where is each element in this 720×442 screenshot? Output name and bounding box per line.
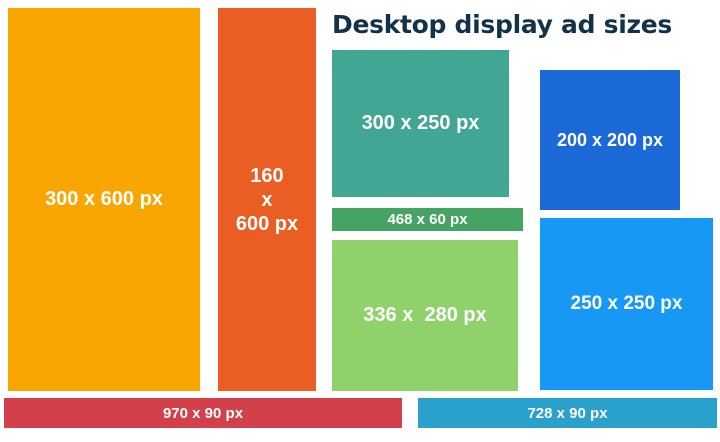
- ad-336x280-label: 336 x 280 px: [363, 304, 487, 326]
- page-title: Desktop display ad sizes: [332, 10, 672, 39]
- ad-250x250: 250 x 250 px: [540, 218, 713, 390]
- ad-300x600: 300 x 600 px: [8, 8, 200, 391]
- ad-970x90: 970 x 90 px: [4, 398, 402, 428]
- ad-250x250-label: 250 x 250 px: [570, 293, 683, 314]
- ad-160x600-x: x: [261, 188, 273, 211]
- ad-300x250-label: 300 x 250 px: [361, 112, 480, 134]
- ad-970x90-label: 970 x 90 px: [162, 404, 244, 422]
- ad-300x600-label: 300 x 600 px: [45, 188, 163, 210]
- ad-468x60: 468 x 60 px: [332, 208, 523, 231]
- ad-200x200: 200 x 200 px: [540, 70, 680, 210]
- ad-728x90-label: 728 x 90 px: [527, 404, 608, 422]
- ad-160x600: 160 x 600 px: [218, 8, 316, 391]
- ad-200x200-label: 200 x 200 px: [556, 129, 664, 150]
- ad-160x600-label: 160 x 600 px: [236, 164, 298, 236]
- ad-728x90: 728 x 90 px: [418, 398, 717, 428]
- ad-300x250: 300 x 250 px: [332, 50, 509, 197]
- ad-336x280: 336 x 280 px: [332, 240, 518, 391]
- ad-160x600-height: 600 px: [235, 212, 299, 235]
- ad-160x600-width: 160: [250, 164, 284, 187]
- ad-468x60-label: 468 x 60 px: [387, 211, 468, 228]
